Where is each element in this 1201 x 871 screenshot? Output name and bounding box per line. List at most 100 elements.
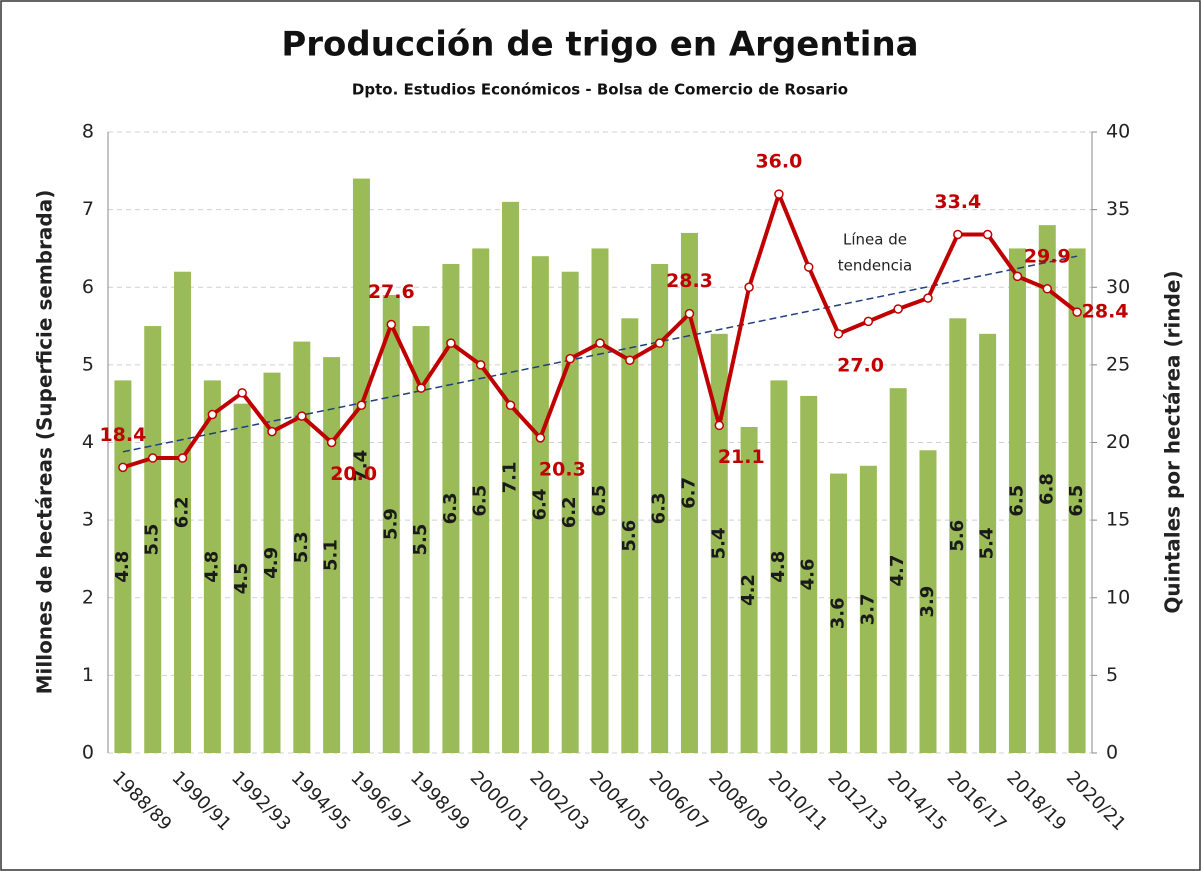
y-tick-label: 7 [82, 198, 94, 220]
line-marker [386, 319, 397, 330]
bar [889, 388, 907, 753]
line-label: 36.0 [755, 151, 802, 173]
bar [323, 357, 341, 753]
line-marker [177, 453, 188, 463]
bar [1008, 248, 1026, 753]
line-marker [654, 338, 665, 348]
bar [561, 271, 579, 753]
bar-label: 6.2 [559, 496, 580, 528]
line-label: 20.3 [539, 458, 586, 480]
line-marker [863, 316, 874, 327]
y2-tick-label: 5 [1106, 664, 1118, 686]
bar [382, 295, 400, 753]
line-marker [1042, 284, 1053, 294]
bar [352, 178, 370, 753]
line-marker [326, 437, 337, 448]
bar [144, 326, 162, 753]
line-marker [625, 355, 635, 365]
bar [859, 465, 877, 753]
line-marker [982, 229, 993, 240]
chart-subtitle: Dpto. Estudios Económicos - Bolsa de Com… [352, 81, 848, 99]
line-label: 20.0 [330, 463, 377, 485]
bar-label: 5.1 [321, 539, 342, 571]
y-tick-label: 2 [82, 586, 94, 608]
line-marker [118, 462, 128, 473]
line-label: 18.4 [99, 424, 146, 446]
line-marker [1012, 271, 1023, 282]
line-marker [147, 453, 158, 463]
bar [919, 450, 937, 753]
bar [442, 263, 460, 753]
bar-label: 6.5 [1066, 485, 1087, 517]
line-marker [774, 189, 784, 199]
bar-label: 4.6 [798, 559, 819, 591]
bar [412, 326, 430, 753]
line-marker [267, 426, 277, 437]
bar-label: 4.8 [768, 551, 789, 583]
line-marker [1072, 307, 1082, 317]
line-marker [237, 388, 247, 398]
bar [680, 232, 698, 754]
bar [1068, 248, 1086, 753]
bar [502, 201, 520, 754]
y2-axis-label: Quintales por hectárea (rinde) [1161, 270, 1185, 613]
bar [740, 426, 758, 753]
bar-label: 6.3 [440, 493, 461, 525]
bar [710, 333, 728, 753]
line-label: 29.9 [1024, 245, 1071, 267]
bar-label: 5.9 [380, 508, 401, 540]
line-marker [535, 433, 546, 443]
bar-label: 6.5 [589, 485, 610, 517]
bar-label: 4.5 [231, 562, 252, 594]
y2-tick-label: 30 [1106, 276, 1130, 298]
bar [770, 380, 788, 753]
line-label: 27.0 [837, 354, 884, 376]
bar-label: 5.6 [947, 520, 968, 552]
y2-tick-label: 10 [1106, 586, 1130, 608]
y-tick-label: 5 [82, 353, 94, 375]
bar-label: 6.2 [172, 496, 193, 528]
bar-label: 7.4 [350, 450, 371, 482]
bar [800, 395, 818, 753]
y-tick-label: 4 [82, 431, 94, 453]
line-marker [475, 360, 486, 370]
bar-label: 6.3 [649, 493, 670, 525]
line-marker [356, 400, 367, 410]
bar [233, 403, 251, 753]
bar [531, 256, 549, 753]
bar [1038, 225, 1056, 753]
y-tick-label: 1 [82, 664, 94, 686]
bar [203, 380, 221, 753]
bar-label: 6.8 [1036, 473, 1057, 505]
line-marker [207, 409, 218, 420]
bar [591, 248, 609, 753]
bar [114, 380, 132, 753]
bar-label: 7.1 [500, 461, 521, 493]
line-label: 28.4 [1082, 301, 1129, 323]
line-marker [953, 229, 963, 240]
bar-label: 5.4 [977, 527, 998, 559]
bar-label: 4.8 [201, 551, 222, 583]
line-marker [923, 293, 933, 303]
trend-label: tendencia [838, 257, 912, 275]
bar [293, 341, 311, 753]
bar [621, 318, 639, 753]
y2-tick-label: 25 [1106, 353, 1130, 375]
y-tick-label: 6 [82, 276, 94, 298]
trend-line [122, 255, 1078, 453]
line-marker [893, 304, 903, 314]
bar-label: 6.7 [678, 477, 699, 509]
y2-tick-label: 15 [1106, 509, 1130, 531]
y2-tick-label: 40 [1106, 121, 1130, 143]
bar-label: 5.3 [291, 531, 312, 563]
bar [949, 318, 967, 753]
bar-label: 4.8 [112, 551, 133, 583]
trend-label: Línea de [843, 231, 907, 249]
bar [830, 473, 848, 753]
bar [651, 263, 669, 753]
bar-label: 4.2 [738, 574, 759, 606]
bar [472, 248, 490, 753]
line-marker [684, 308, 695, 319]
bar-label: 3.6 [828, 597, 849, 629]
